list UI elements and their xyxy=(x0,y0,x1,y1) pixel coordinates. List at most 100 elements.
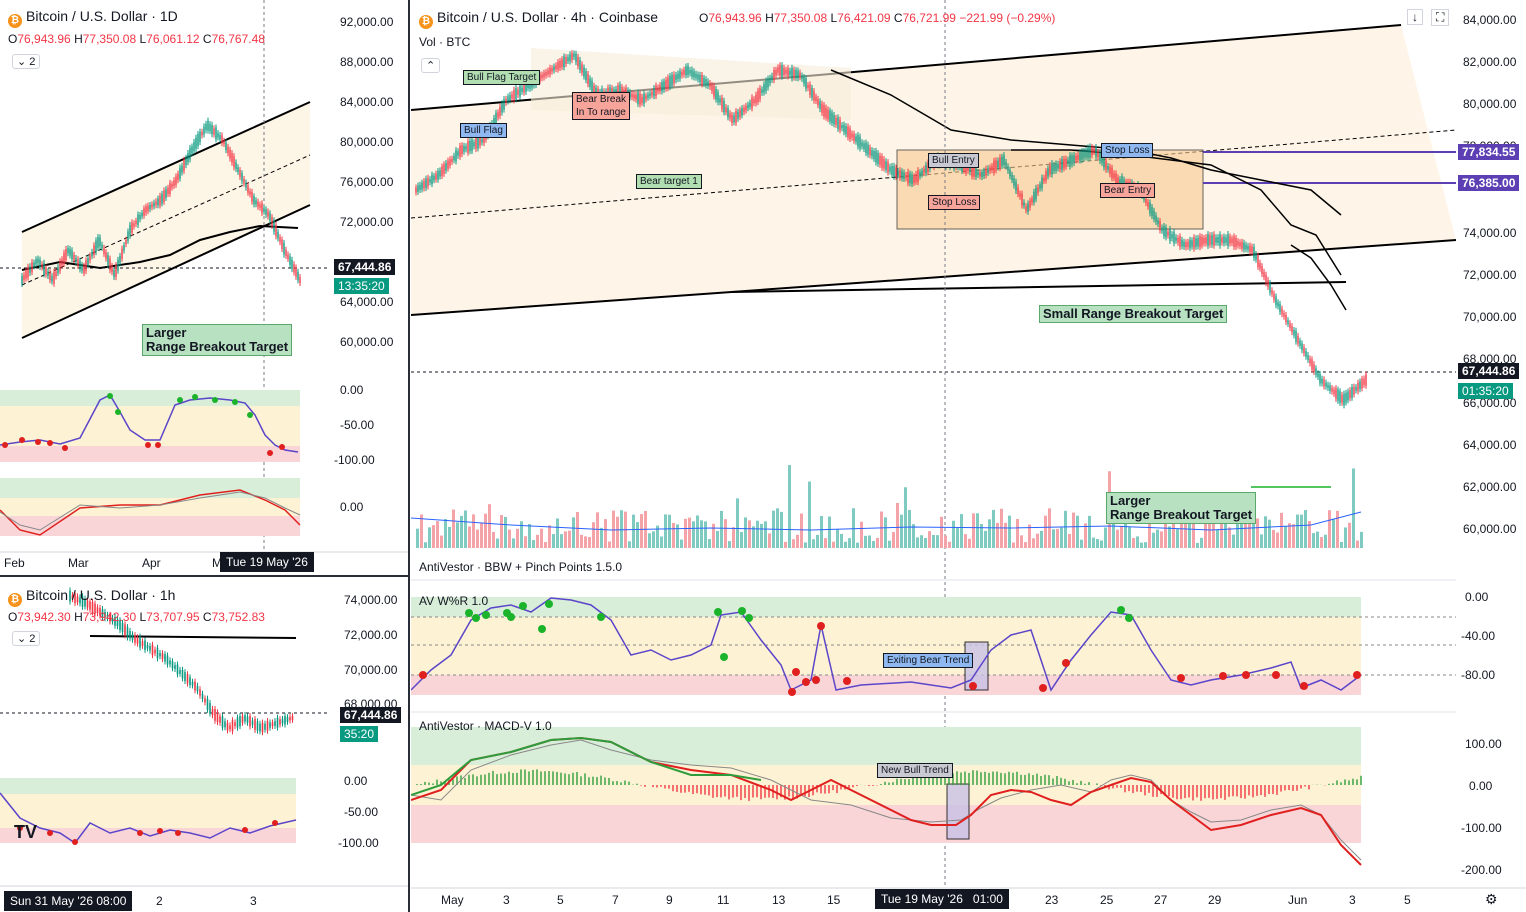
candle-body xyxy=(183,159,185,171)
fullscreen-icon[interactable]: ⛶ xyxy=(1431,9,1450,26)
volume-bar xyxy=(696,515,699,548)
candle-body xyxy=(233,156,235,168)
volume-bar xyxy=(1064,510,1067,548)
hourly-chart-canvas[interactable] xyxy=(0,578,408,912)
candle-body xyxy=(1065,158,1067,167)
daily-chart-canvas[interactable] xyxy=(0,0,408,574)
chart-settings-gear-icon[interactable]: ⚙ xyxy=(1485,891,1498,907)
candle-body xyxy=(475,137,477,150)
candle-body xyxy=(1271,290,1273,295)
candle-body xyxy=(1161,227,1163,231)
candle-body xyxy=(697,74,699,80)
macd-hist-bar xyxy=(436,779,438,785)
candle-body xyxy=(1197,237,1199,247)
volume-bar xyxy=(1268,519,1271,548)
candle-body xyxy=(879,155,881,165)
main-symbol-title[interactable]: ₿ Bitcoin / U.S. Dollar · 4h · Coinbase xyxy=(419,9,658,29)
hourly-symbol-title[interactable]: ₿ Bitcoin / U.S. Dollar · 1h xyxy=(8,587,175,607)
candle-body xyxy=(849,128,851,140)
candle-body xyxy=(1103,157,1105,168)
volume-bar xyxy=(1296,514,1299,548)
candle-body xyxy=(154,649,156,654)
macd-hist-bar xyxy=(636,783,638,785)
volume-bar xyxy=(1148,520,1151,548)
chart-download-icon[interactable]: ↓ xyxy=(1407,9,1423,25)
main-price-60000: 60,000.00 xyxy=(1463,522,1517,536)
volume-bar xyxy=(512,538,515,548)
macd-indicator-label[interactable]: AntiVestor · MACD-V 1.0 xyxy=(419,719,552,733)
volume-bar xyxy=(928,531,931,548)
macd-hist-bar xyxy=(668,785,670,789)
volume-bar xyxy=(1092,537,1095,548)
candle-body xyxy=(21,275,23,285)
candle-body xyxy=(1277,302,1279,307)
volume-bar xyxy=(988,519,991,548)
candle-body xyxy=(271,722,274,727)
candle-body xyxy=(655,85,657,97)
wr-indicator-label[interactable]: AV W%R 1.0 xyxy=(419,594,489,608)
candle-body xyxy=(1077,154,1079,160)
candle-body xyxy=(284,716,286,725)
volume-bar xyxy=(1140,542,1143,548)
volume-bar xyxy=(704,521,707,548)
volume-bar xyxy=(604,519,607,548)
candle-body xyxy=(923,168,925,173)
candle-body xyxy=(897,170,899,176)
candle-body xyxy=(251,720,254,726)
candle-body xyxy=(281,718,284,724)
candle-body xyxy=(1317,373,1319,378)
macd-hist-bar xyxy=(1024,774,1026,785)
main-chart-panel[interactable]: ₿ Bitcoin / U.S. Dollar · 4h · Coinbase O… xyxy=(411,0,1526,912)
candle-body xyxy=(95,240,97,253)
candle-body xyxy=(1189,239,1191,249)
macd-hist-bar xyxy=(1184,785,1186,799)
macd-hist-bar xyxy=(420,783,422,785)
volume-bar xyxy=(1316,531,1319,548)
volume-bar xyxy=(956,528,959,548)
macd-hist-bar xyxy=(1340,782,1342,785)
volume-label[interactable]: Vol · BTC xyxy=(419,35,471,49)
volume-bar xyxy=(460,515,463,548)
candle-body xyxy=(507,96,509,102)
macd-hist-bar xyxy=(1164,785,1166,796)
panel-separator-horizontal[interactable] xyxy=(0,575,408,577)
candle-body xyxy=(247,185,249,193)
volume-bar xyxy=(1152,532,1155,548)
volume-bar xyxy=(1216,529,1219,548)
hourly-chart-panel[interactable]: ₿ Bitcoin / U.S. Dollar · 1h O73,942.30 H… xyxy=(0,578,408,912)
candle-body xyxy=(551,68,553,72)
candle-body xyxy=(737,111,739,119)
candle-body xyxy=(735,111,737,123)
collapse-indicators-button[interactable]: ⌃ xyxy=(421,58,441,73)
main-price-66000: 66,000.00 xyxy=(1463,396,1517,410)
candle-body xyxy=(575,53,577,63)
candle-body xyxy=(109,614,111,622)
candle-body xyxy=(107,255,109,265)
tradingview-logo[interactable]: TV xyxy=(14,822,38,842)
candle-body xyxy=(1273,293,1275,300)
daily-indicators-toggle[interactable]: ⌄ 2 xyxy=(12,54,41,69)
candle-body xyxy=(899,170,901,178)
candle-body xyxy=(453,155,455,161)
main-chart-canvas[interactable] xyxy=(411,0,1526,912)
candle-body xyxy=(1231,238,1233,244)
daily-chart-panel[interactable]: ₿ Bitcoin / U.S. Dollar · 1D O76,943.96 H… xyxy=(0,0,408,574)
macd-hist-bar xyxy=(1100,785,1102,786)
candle-body xyxy=(525,82,527,92)
candle-body xyxy=(93,245,95,256)
candle-body xyxy=(209,124,211,132)
panel-separator-vertical[interactable] xyxy=(408,0,410,912)
macd-hist-bar xyxy=(848,785,850,788)
bbw-indicator-label[interactable]: AntiVestor · BBW + Pinch Points 1.5.0 xyxy=(419,560,623,574)
daily-time-mar: Mar xyxy=(68,556,89,570)
hourly-indicators-toggle[interactable]: ⌄ 2 xyxy=(12,631,41,646)
candle-body xyxy=(583,67,585,77)
candle-body xyxy=(747,104,749,109)
macd-hist-bar xyxy=(936,775,938,785)
candle-body xyxy=(39,259,41,268)
daily-symbol-title[interactable]: ₿ Bitcoin / U.S. Dollar · 1D xyxy=(8,8,178,28)
candle-body xyxy=(419,184,421,190)
candle-body xyxy=(417,185,419,192)
candle-body xyxy=(687,65,689,75)
candle-body xyxy=(813,91,815,101)
